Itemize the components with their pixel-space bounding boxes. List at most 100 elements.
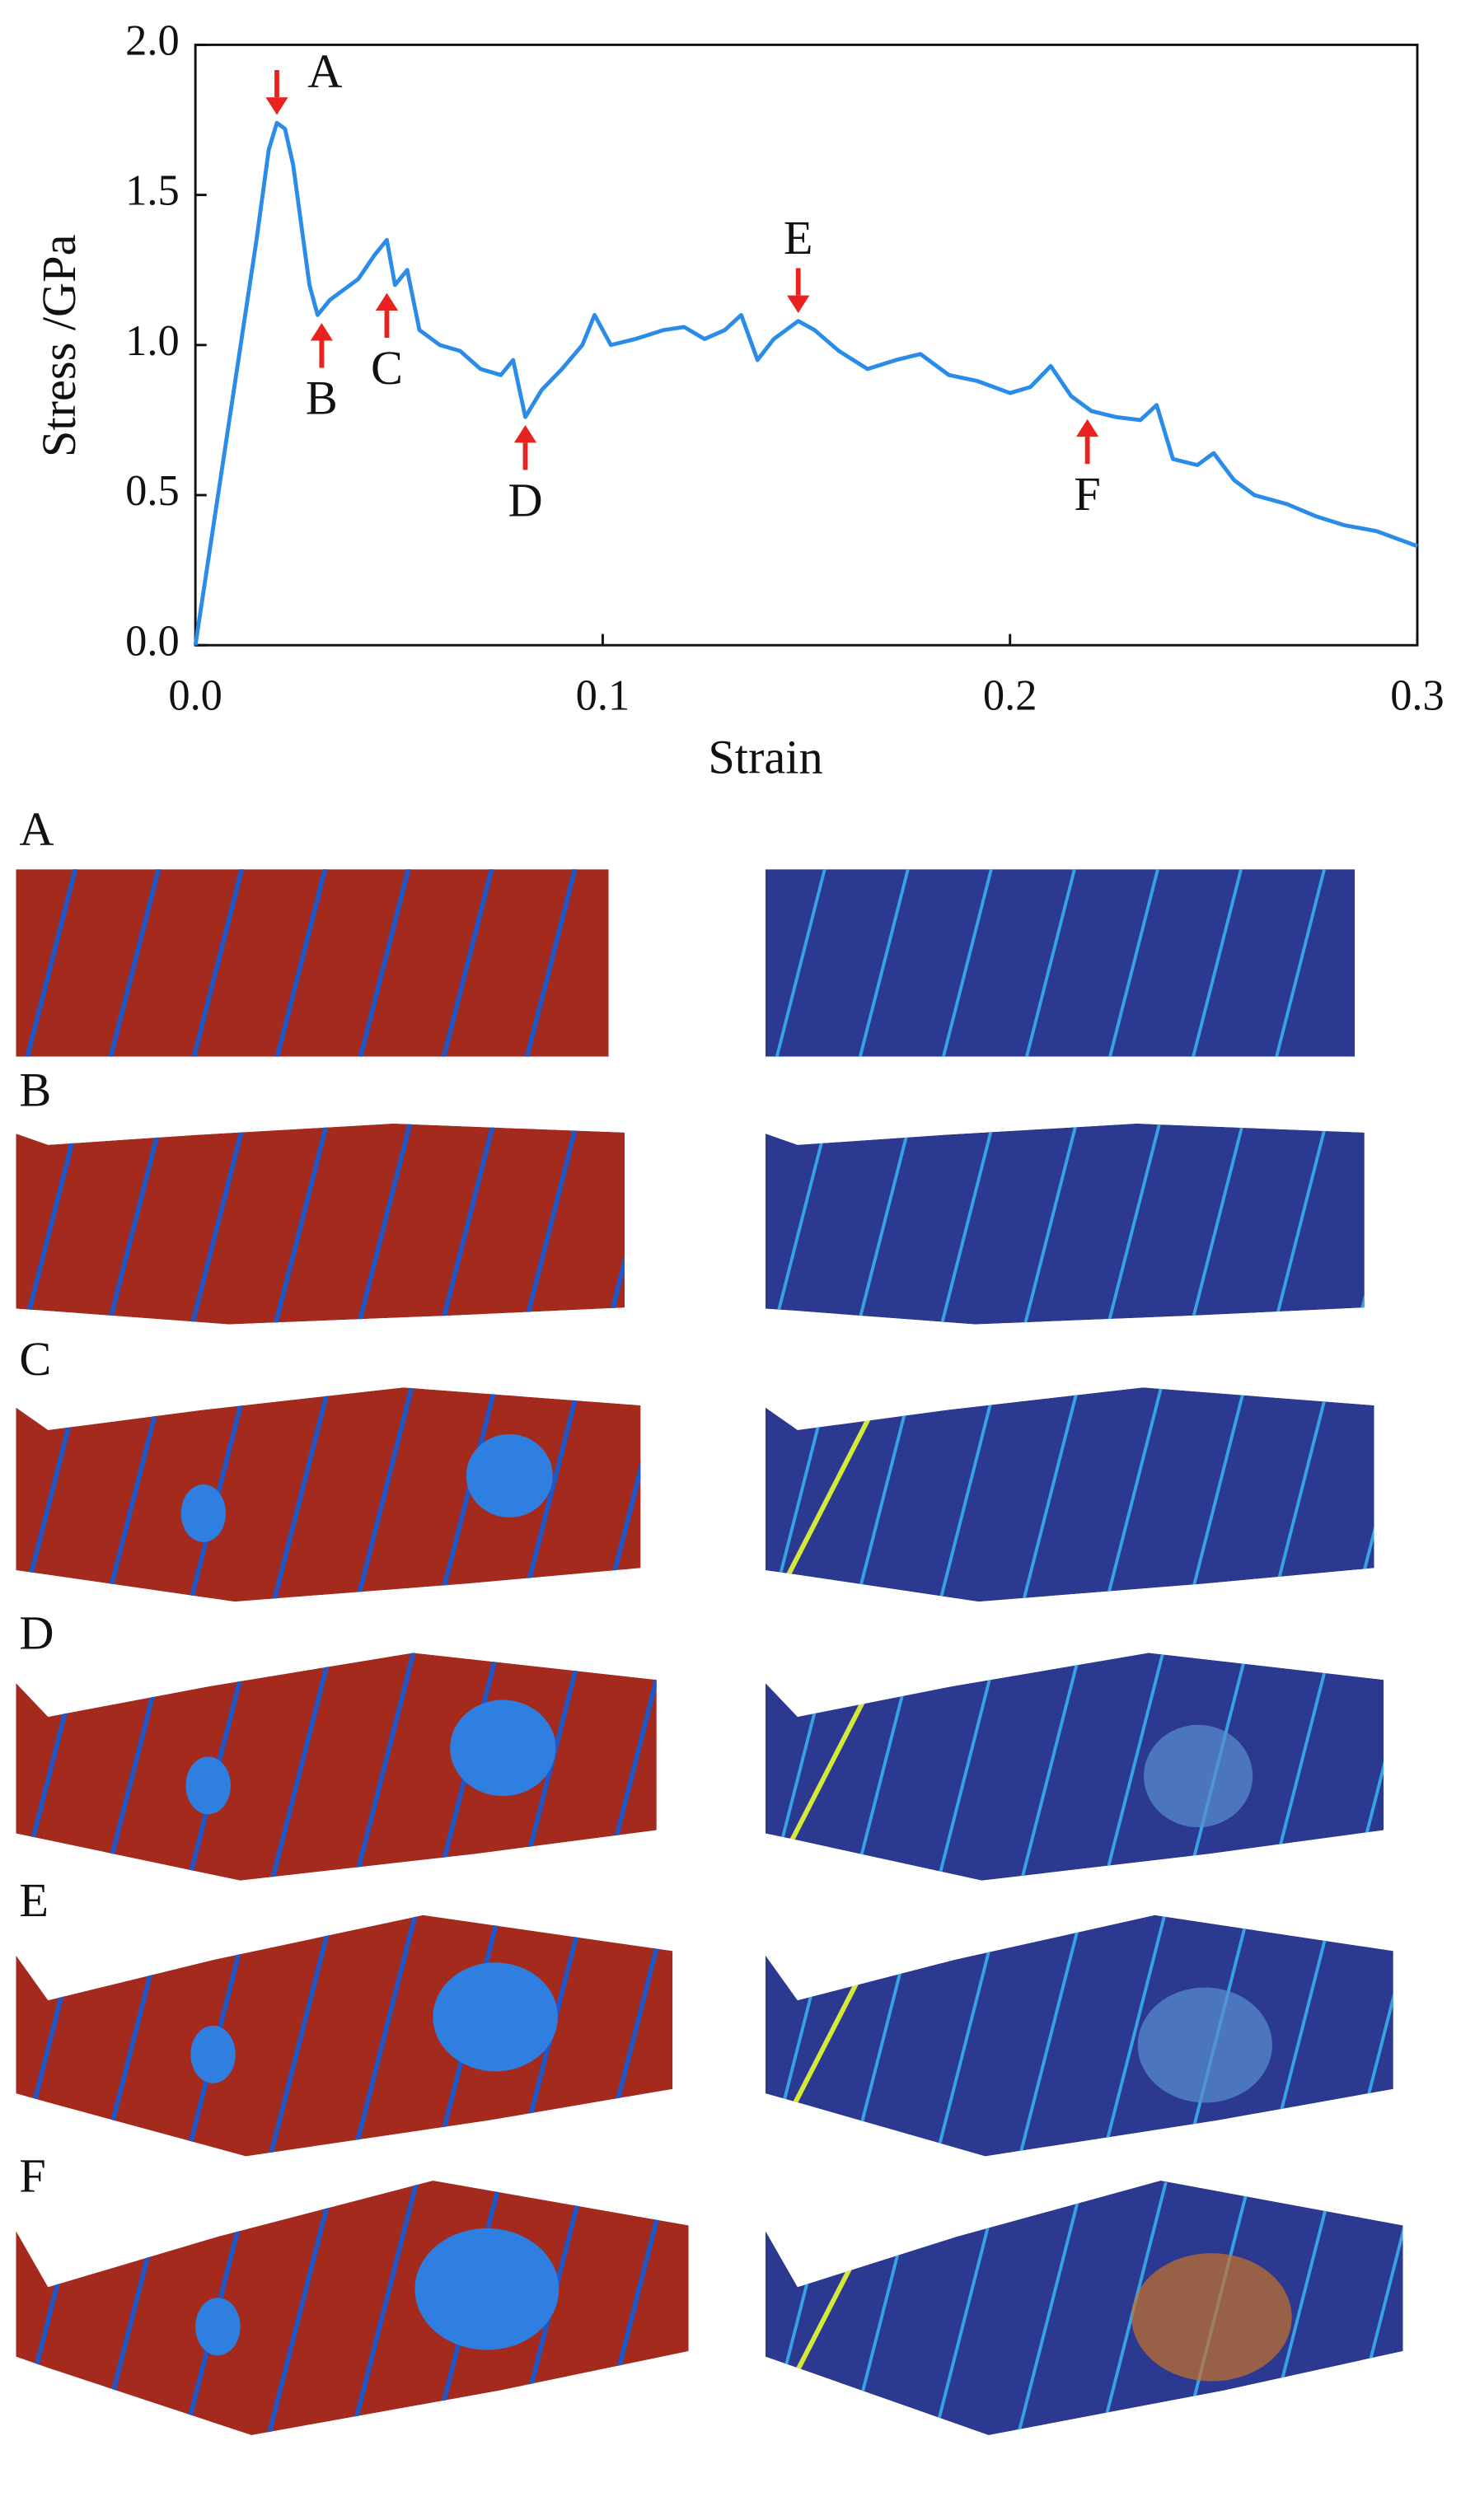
amorphous-region — [433, 1962, 558, 2072]
annotation-label: C — [371, 341, 403, 395]
stacking-fault — [850, 1123, 918, 1325]
stacking-fault — [1017, 1915, 1084, 2157]
y-tick-label: 1.5 — [125, 167, 180, 215]
stacking-fault — [1100, 869, 1168, 1057]
annotation-arrow-head — [513, 424, 537, 443]
stacking-fault — [266, 2181, 336, 2434]
amorphous-region — [185, 1756, 231, 1815]
y-axis-label: Stress /GPa — [32, 234, 86, 457]
y-tick-label: 2.0 — [125, 16, 180, 64]
stacking-fault — [1017, 1653, 1084, 1881]
stacking-fault — [266, 869, 336, 1057]
y-tick-label: 1.0 — [125, 317, 180, 365]
stacking-fault — [599, 1123, 625, 1325]
hot-region — [1131, 2253, 1292, 2382]
stacking-fault — [433, 869, 503, 1057]
stacking-fault — [686, 837, 750, 1088]
stacking-fault — [1183, 1387, 1251, 1602]
stacking-fault — [1350, 869, 1356, 1057]
stacking-fault — [1435, 1910, 1475, 2162]
stacking-fault — [686, 1098, 750, 1349]
snapshot-body — [16, 1123, 625, 1325]
annotation-label: A — [307, 44, 342, 98]
hot-region — [1137, 1987, 1272, 2103]
annotation-label: D — [508, 474, 542, 527]
stacking-fault — [183, 1123, 253, 1325]
stacking-fault — [266, 1123, 336, 1325]
stacking-fault — [686, 1369, 750, 1620]
annotation-arrow-head — [265, 97, 288, 115]
stress-curve — [193, 120, 1418, 646]
strain-snapshot — [686, 1369, 1475, 1620]
panel-label: D — [19, 1606, 54, 1660]
stacking-fault — [433, 1123, 503, 1325]
stacking-fault — [516, 1123, 586, 1325]
stacking-fault — [349, 1915, 419, 2157]
stacking-fault — [934, 869, 1001, 1057]
structure-snapshot — [16, 837, 750, 1088]
annotation-arrow-head — [787, 295, 810, 313]
amorphous-region — [180, 1484, 227, 1542]
stacking-fault — [1267, 1123, 1334, 1325]
annotation-arrow-head — [310, 323, 333, 341]
stacking-fault — [686, 1369, 750, 1620]
stacking-fault — [934, 1653, 1001, 1881]
stacking-fault — [1435, 2182, 1475, 2434]
stacking-fault — [599, 869, 609, 1057]
stacking-fault — [686, 1641, 750, 1892]
stacking-fault — [686, 2182, 750, 2434]
stacking-fault — [16, 869, 86, 1057]
snapshot-body — [766, 869, 1356, 1057]
strain-snapshot — [686, 2180, 1475, 2435]
structure-snapshot — [16, 2180, 689, 2435]
stacking-fault — [100, 869, 169, 1057]
amorphous-region — [466, 1433, 553, 1518]
strain-snapshot — [686, 1910, 1475, 2162]
stacking-fault — [349, 1387, 419, 1602]
strain-snapshot — [686, 1641, 1384, 1892]
stacking-fault — [683, 2181, 689, 2434]
stacking-fault — [1435, 1369, 1475, 1620]
stacking-fault — [183, 869, 253, 1057]
snapshot-body — [766, 1653, 1384, 1881]
panel-label: C — [19, 1332, 51, 1386]
stacking-fault — [1017, 1387, 1084, 1602]
stacking-fault — [1017, 869, 1084, 1057]
stacking-fault — [1100, 1915, 1168, 2157]
stacking-fault — [516, 869, 586, 1057]
x-tick-label: 0.3 — [1390, 671, 1445, 719]
stacking-fault — [1267, 869, 1334, 1057]
snapshot-body — [16, 2180, 689, 2435]
stacking-fault — [349, 1653, 419, 1881]
amorphous-region — [414, 2228, 560, 2350]
snapshot-body — [766, 1123, 1365, 1325]
stacking-fault — [1017, 2181, 1084, 2434]
amorphous-region — [450, 1699, 556, 1797]
snapshot-body — [16, 1387, 641, 1602]
snapshot-body — [16, 869, 609, 1057]
stacking-fault — [686, 1641, 750, 1892]
amorphous-region — [195, 2298, 241, 2356]
annotation-label: E — [784, 211, 813, 264]
amorphous-region — [190, 2025, 236, 2083]
x-axis-label: Strain — [708, 730, 822, 783]
hot-region — [1144, 1724, 1253, 1828]
y-tick-label: 0.0 — [125, 617, 180, 665]
x-tick-label: 0.0 — [168, 671, 222, 719]
stacking-fault — [686, 1910, 750, 2162]
panel-label: E — [19, 1873, 49, 1927]
stacking-fault — [266, 1387, 336, 1602]
stacking-fault — [1183, 869, 1251, 1057]
snapshot-body — [766, 2180, 1403, 2435]
stacking-fault — [934, 1387, 1001, 1602]
stacking-fault — [1017, 1123, 1084, 1325]
stacking-fault — [1100, 1387, 1168, 1602]
stacking-fault — [850, 869, 918, 1057]
stacking-fault — [1435, 1098, 1475, 1349]
stacking-fault — [266, 1915, 336, 2157]
stacking-fault — [1100, 1653, 1168, 1881]
x-tick-label: 0.2 — [983, 671, 1037, 719]
stacking-fault — [349, 1123, 419, 1325]
